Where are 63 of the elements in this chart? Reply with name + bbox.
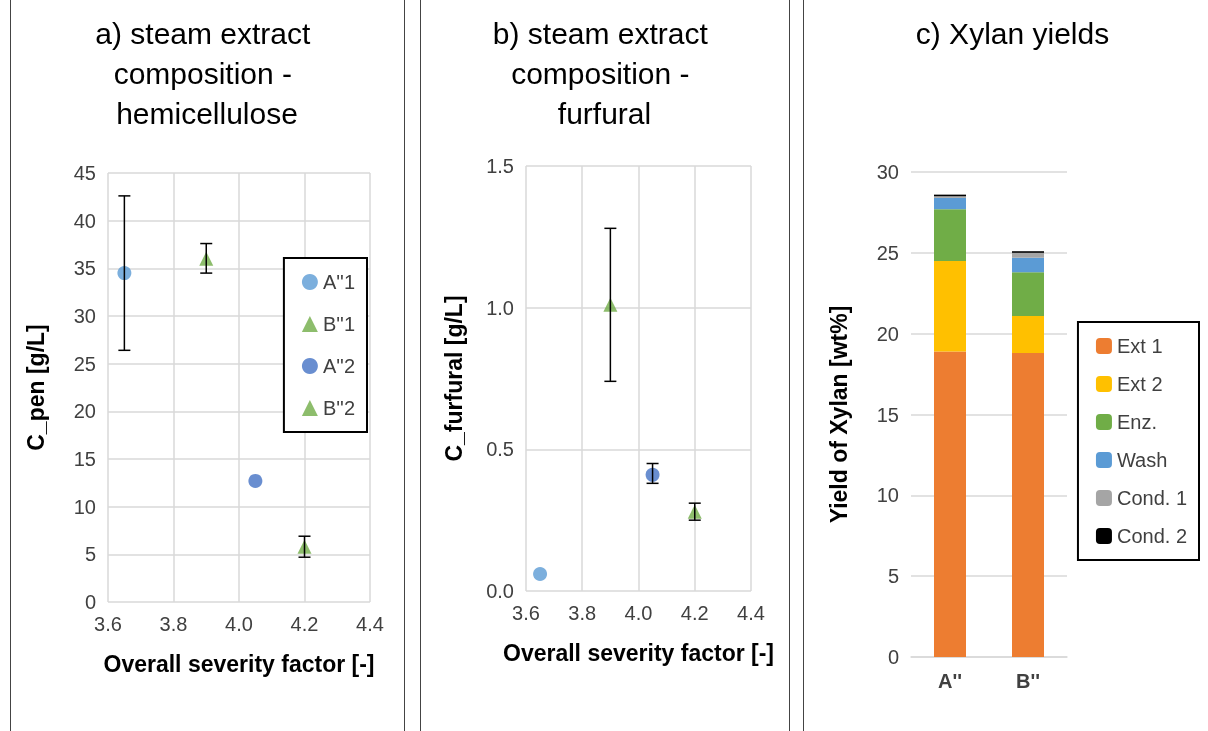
x-tick-label: 4.0 bbox=[624, 602, 653, 624]
bar bbox=[1012, 353, 1044, 657]
y-tick-label: 40 bbox=[73, 209, 96, 232]
legend-label: Enz. bbox=[1116, 411, 1157, 433]
y-tick-label: 20 bbox=[73, 400, 96, 423]
y-tick-label: 25 bbox=[876, 241, 899, 264]
bar bbox=[1012, 257, 1044, 273]
legend-label: Ext 2 bbox=[1116, 373, 1163, 395]
y-axis-title: C_pen [g/L] bbox=[23, 324, 49, 451]
y-tick-label: 0.5 bbox=[486, 438, 514, 461]
x-tick-label: 4.4 bbox=[356, 613, 384, 635]
legend-label: B''2 bbox=[322, 397, 356, 419]
x-tick-label: 4.2 bbox=[680, 602, 709, 624]
y-tick-label: 30 bbox=[876, 161, 899, 183]
y-tick-label: 5 bbox=[887, 565, 899, 588]
y-tick-label: 0 bbox=[887, 646, 899, 668]
legend-label: Cond. 2 bbox=[1116, 525, 1188, 547]
y-axis-title: C_furfural [g/L] bbox=[441, 295, 467, 462]
legend-label: A''1 bbox=[322, 271, 356, 293]
x-tick-label: 3.8 bbox=[568, 602, 597, 624]
bar bbox=[934, 351, 966, 657]
point bbox=[248, 473, 263, 488]
legend-label: Wash bbox=[1116, 449, 1168, 471]
bar bbox=[934, 209, 966, 261]
y-tick-label: 15 bbox=[73, 448, 96, 470]
chart-title: a) steam extract composition - hemicellulose bbox=[95, 16, 319, 130]
y-tick-label: 1.0 bbox=[486, 296, 514, 319]
chart-title: c) Xylan yields bbox=[915, 16, 1110, 50]
y-tick-label: 25 bbox=[73, 352, 96, 375]
y-tick-label: 0.0 bbox=[486, 580, 514, 602]
point bbox=[533, 567, 548, 581]
x-tick-label: B'' bbox=[1016, 670, 1040, 692]
bar bbox=[934, 260, 966, 352]
y-tick-label: 30 bbox=[73, 305, 96, 327]
x-tick-label: 3.6 bbox=[512, 602, 540, 624]
y-axis-title: Yield of Xylan [wt%] bbox=[826, 305, 852, 524]
y-tick-label: 0 bbox=[84, 591, 96, 613]
y-tick-label: 10 bbox=[73, 495, 96, 518]
legend-label: B''1 bbox=[322, 313, 356, 335]
bar bbox=[1012, 252, 1044, 258]
x-tick-label: 4.4 bbox=[737, 602, 765, 624]
bar bbox=[1012, 315, 1044, 354]
point bbox=[117, 266, 132, 281]
x-tick-label: 3.6 bbox=[94, 613, 122, 635]
chart-title: b) steam extract composition - furfural bbox=[492, 16, 717, 130]
y-tick-label: 20 bbox=[876, 322, 899, 345]
x-tick-label: A'' bbox=[938, 670, 962, 692]
y-tick-label: 35 bbox=[73, 257, 96, 280]
bar bbox=[1012, 272, 1044, 316]
y-tick-label: 15 bbox=[876, 403, 899, 426]
legend-label: Ext 1 bbox=[1116, 335, 1163, 357]
y-tick-label: 5 bbox=[84, 543, 96, 566]
x-tick-label: 4.2 bbox=[290, 613, 319, 635]
bar bbox=[934, 197, 966, 210]
x-tick-label: 3.8 bbox=[159, 613, 188, 635]
y-tick-label: 10 bbox=[876, 484, 899, 507]
x-tick-label: 4.0 bbox=[225, 613, 253, 635]
x-axis-title: Overall severity factor [-] bbox=[502, 640, 775, 666]
y-tick-label: 45 bbox=[73, 162, 96, 184]
x-axis-title: Overall severity factor [-] bbox=[103, 651, 375, 677]
legend-label: Cond. 1 bbox=[1116, 487, 1188, 509]
y-tick-label: 1.5 bbox=[486, 155, 514, 177]
legend-label: A''2 bbox=[322, 355, 356, 377]
